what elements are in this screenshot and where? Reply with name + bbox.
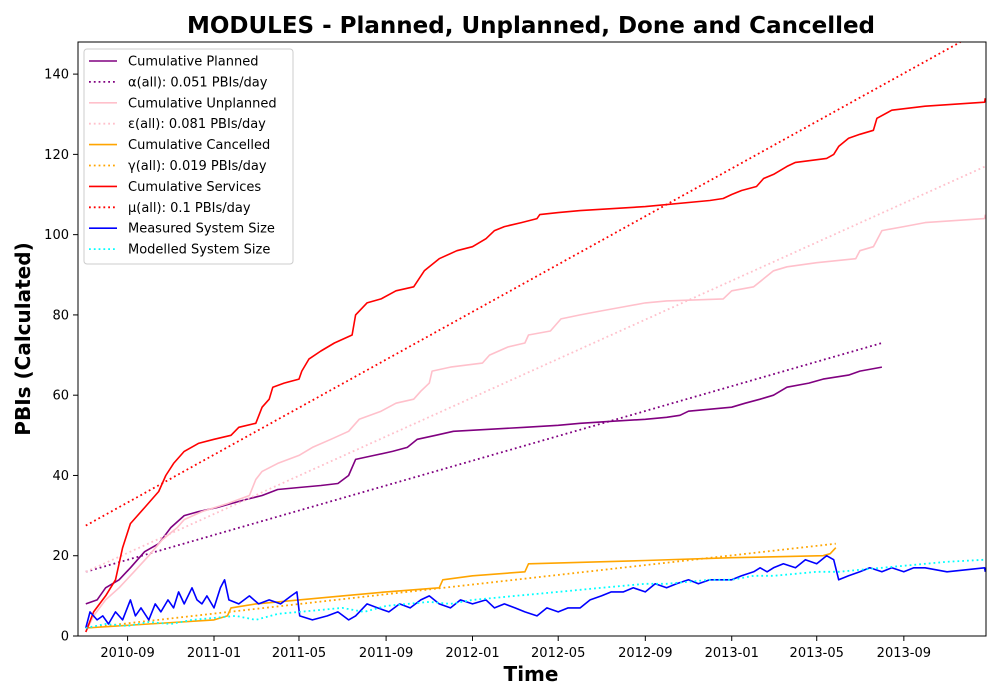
legend-label-0: Cumulative Planned: [128, 55, 258, 70]
series-line-2: [85, 214, 986, 633]
y-tick-label: 80: [52, 308, 69, 323]
y-tick-label: 60: [52, 389, 69, 404]
y-tick-label: 40: [52, 469, 69, 484]
series-line-5: [85, 542, 836, 629]
legend-label-3: ε(all): 0.081 PBIs/day: [128, 117, 266, 132]
plot-frame: [77, 41, 987, 637]
legend-frame: [83, 48, 294, 265]
series-line-1: [85, 342, 883, 573]
series-line-6: [85, 98, 986, 633]
y-tick-label: 100: [44, 228, 69, 243]
series-line-0: [85, 366, 883, 605]
legend-label-4: Cumulative Cancelled: [128, 138, 270, 153]
x-tick-label: 2013-09: [877, 646, 931, 661]
series-layer: [85, 42, 986, 633]
legend-label-2: Cumulative Unplanned: [128, 96, 277, 111]
series-line-9: [85, 558, 986, 629]
legend-label-7: μ(all): 0.1 PBIs/day: [128, 201, 251, 216]
legend: Cumulative Planned α(all): 0.051 PBIs/day…: [83, 48, 294, 265]
y-tick-label: 140: [44, 68, 69, 83]
x-axis-title: Time: [504, 662, 559, 686]
series-line-3: [85, 165, 986, 573]
x-axis: 2010-09 2011-01 2011-05 2011-09 2012-01 2012-…: [100, 636, 931, 661]
y-tick-label: 0: [61, 630, 69, 645]
series-line-7: [85, 42, 961, 527]
x-tick-label: 2012-01: [445, 646, 499, 661]
legend-label-5: γ(all): 0.019 PBIs/day: [128, 159, 267, 174]
x-tick-label: 2011-09: [359, 646, 413, 661]
chart-title: MODULES - Planned, Unplanned, Done and C…: [187, 13, 875, 39]
x-tick-label: 2013-01: [705, 646, 759, 661]
x-tick-label: 2012-09: [618, 646, 672, 661]
y-axis-title: PBIs (Calculated): [11, 242, 35, 435]
legend-label-6: Cumulative Services: [128, 180, 261, 195]
x-tick-label: 2010-09: [100, 646, 154, 661]
legend-label-8: Measured System Size: [128, 222, 275, 237]
legend-label-1: α(all): 0.051 PBIs/day: [128, 75, 268, 90]
x-tick-label: 2011-05: [272, 646, 326, 661]
x-tick-label: 2013-05: [790, 646, 844, 661]
series-line-8: [85, 554, 986, 629]
x-tick-label: 2011-01: [187, 646, 241, 661]
y-tick-label: 20: [52, 549, 69, 564]
legend-label-9: Modelled System Size: [128, 243, 270, 258]
y-axis: 0 20 40 60 80 100 120 140: [44, 68, 78, 645]
x-tick-label: 2012-05: [531, 646, 585, 661]
y-tick-label: 120: [44, 148, 69, 163]
